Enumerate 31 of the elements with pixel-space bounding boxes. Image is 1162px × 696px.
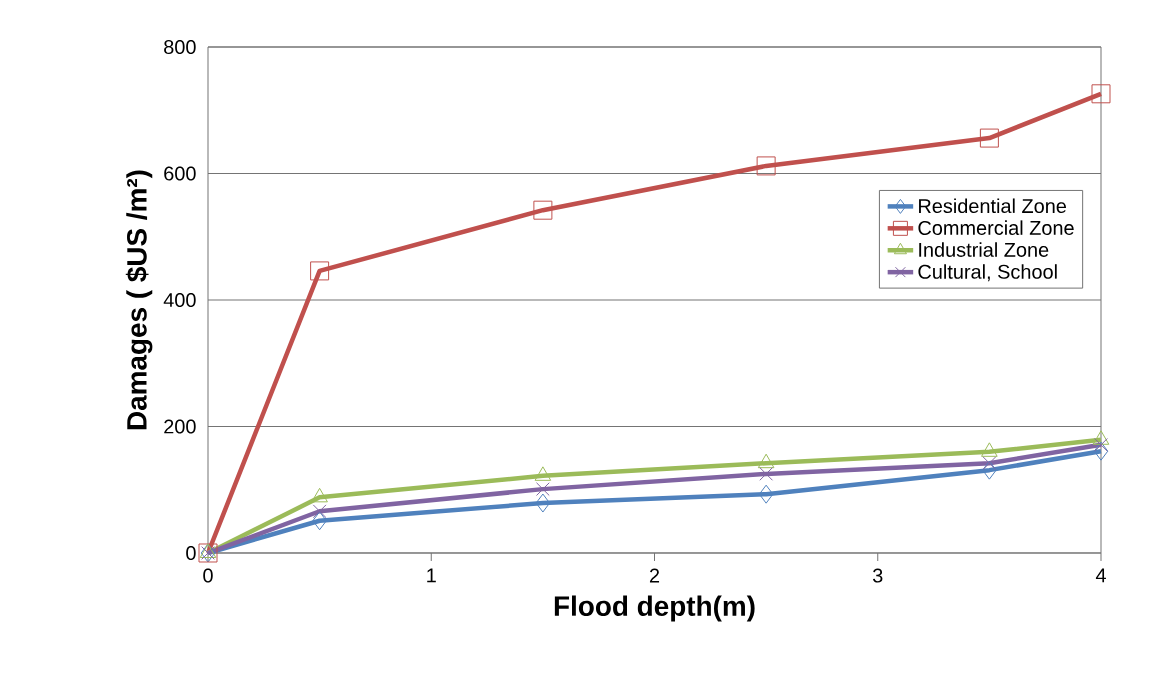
y-tick-label: 800 bbox=[164, 39, 196, 55]
x-tick-label: 2 bbox=[649, 568, 660, 583]
x-tick-label: 3 bbox=[872, 568, 883, 583]
point bbox=[535, 493, 551, 513]
point bbox=[536, 482, 550, 496]
point bbox=[533, 200, 553, 220]
y-tick-label: 600 bbox=[164, 166, 196, 181]
point bbox=[982, 460, 997, 480]
y-tick-label: 200 bbox=[164, 419, 196, 434]
point bbox=[759, 467, 773, 481]
legend-label: Cultural, School bbox=[918, 264, 1057, 282]
point bbox=[979, 128, 999, 148]
point bbox=[310, 261, 330, 281]
x-tick-label: 0 bbox=[203, 568, 213, 583]
legend-label: Industrial Zone bbox=[919, 242, 1049, 257]
y-tick-label: 0 bbox=[186, 545, 196, 561]
legend-label: Commercial Zone bbox=[918, 220, 1074, 235]
x-tick-label: 1 bbox=[427, 568, 436, 583]
point bbox=[982, 456, 997, 471]
x-axis-title: Flood depth(m) bbox=[554, 595, 755, 622]
point bbox=[1094, 437, 1108, 452]
x-tick-label: 4 bbox=[1095, 568, 1106, 583]
point bbox=[312, 511, 327, 531]
point bbox=[312, 504, 327, 519]
legend-label: Residential Zone bbox=[919, 198, 1067, 214]
point bbox=[1091, 84, 1111, 104]
point bbox=[1093, 441, 1109, 461]
point bbox=[756, 156, 776, 176]
y-tick-label: 400 bbox=[163, 292, 196, 308]
y-axis-title: Damages ( $US /m²) bbox=[125, 170, 153, 430]
point bbox=[758, 484, 774, 504]
